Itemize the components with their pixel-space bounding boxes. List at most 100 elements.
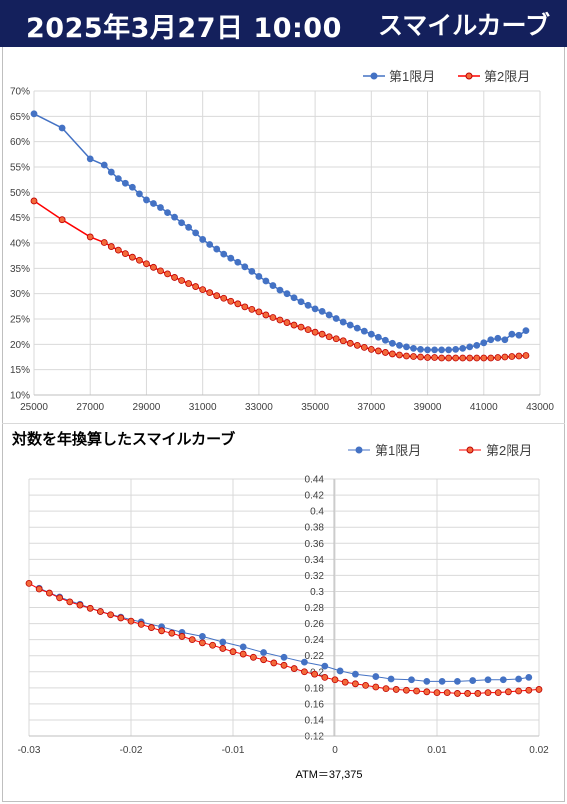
series-point [445,354,453,362]
y-tick-label: 55% [10,163,30,174]
series-point [178,277,185,284]
series-point [410,353,417,360]
series-point [362,682,370,689]
series-point [403,352,410,360]
series-point [372,683,380,691]
series-point [325,311,333,319]
series-point [46,589,53,597]
series-point [114,246,122,254]
series-point [464,690,472,697]
chart-frame [2,47,565,802]
series-point [381,336,389,344]
series-point [136,190,143,198]
series-point [255,273,263,280]
y-tick-label: 65% [10,112,30,123]
x-tick-label: 37000 [357,402,385,413]
chart2-title: 対数を年換算したスマイルカーブ [12,430,236,448]
series-point [239,650,247,658]
x-tick-label: 0 [332,745,338,756]
series-point [128,253,136,261]
y-tick-label: 45% [10,213,30,224]
series-point [227,254,235,262]
legend-label: 第2限月 [486,443,532,458]
series-point [25,580,33,587]
series-point [445,346,453,354]
y-tick-label: 60% [10,137,30,148]
series-point [30,110,38,118]
series-point [276,286,284,294]
series-point [387,675,395,683]
y-tick-label: 50% [10,188,30,199]
series-point [297,323,305,331]
series-point [459,354,467,362]
y-tick-label: 0.26 [305,619,325,630]
series-point [168,629,176,637]
series-point [360,343,368,351]
series-point [150,263,157,271]
series-point [121,179,129,187]
x-tick-label: 31000 [189,402,217,413]
y-tick-label: 35% [10,264,30,275]
series-point [262,277,270,285]
series-point [158,627,166,635]
series-point [535,686,543,693]
x-tick-label: 41000 [470,402,498,413]
series-point [136,256,143,264]
x-tick-label: -0.01 [222,745,245,756]
series-point [515,331,523,339]
series-point [431,346,438,354]
series-point [199,236,207,243]
series-point [459,344,467,352]
header-title: スマイルカーブ [378,11,551,40]
series-point [508,353,516,360]
series-line [33,200,526,359]
y-tick-label: 0.3 [310,587,324,598]
series-point [280,661,288,669]
series-point [100,239,108,246]
series-point [100,161,108,169]
series-point [396,341,403,349]
series-point [290,294,298,302]
series-point [438,346,446,354]
series-point [137,620,145,628]
series-point [351,670,359,678]
series-point [269,314,277,321]
series-point [353,324,361,332]
series-point [473,341,481,349]
series-point [229,648,237,656]
series-point [290,321,298,329]
series-point [389,339,396,347]
series-point [188,636,196,644]
series-point [262,311,270,319]
series-point [480,354,488,362]
y-tick-label: 15% [10,365,30,376]
y-tick-label: 0.22 [305,651,325,662]
series-point [466,354,474,362]
legend-label: 第1限月 [375,443,421,458]
x-axis-label: ATM＝37,375 [295,769,362,781]
y-tick-label: 30% [10,289,30,300]
series-point [332,335,340,343]
series-point [220,250,228,258]
series-point [143,260,150,268]
series-point [438,677,446,685]
y-tick-label: 20% [10,340,30,351]
series-point [403,343,410,351]
series-point [206,289,214,297]
series-point [300,658,308,666]
series-point [494,689,502,697]
series-point [206,241,214,248]
series-point [452,345,460,353]
series-point [525,686,533,694]
y-tick-label: 0.28 [305,603,325,614]
y-tick-label: 70% [10,87,30,98]
series-point [332,315,340,322]
series-point [213,292,221,300]
series-point [417,345,424,353]
series-point [86,604,94,612]
series-point [382,685,390,693]
header-bar: 2025年3月27日 10:00 スマイルカーブ [0,0,567,47]
series-point [304,326,312,334]
series-point [351,680,359,688]
series-point [147,624,155,631]
